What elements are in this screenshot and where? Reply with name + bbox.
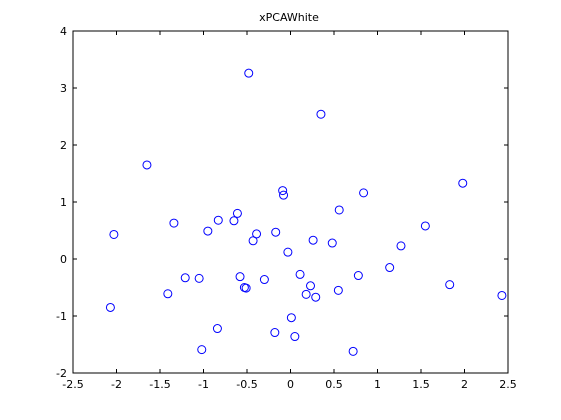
- scatter-point: [248, 236, 258, 246]
- scatter-point: [232, 208, 242, 218]
- chart-title: xPCAWhite: [259, 11, 319, 24]
- scatter-point: [203, 226, 213, 236]
- scatter-point: [353, 271, 363, 281]
- scatter-point: [311, 292, 321, 302]
- scatter-point: [295, 269, 305, 279]
- scatter-point: [212, 324, 222, 334]
- scatter-point: [458, 178, 468, 188]
- x-tick-label: -2: [111, 378, 122, 391]
- scatter-point: [286, 313, 296, 323]
- scatter-point: [334, 205, 344, 215]
- scatter-point: [445, 280, 455, 290]
- x-tick-label: 2.5: [499, 378, 517, 391]
- y-tick-label: -2: [56, 367, 67, 380]
- y-tick-label: 4: [60, 25, 67, 38]
- scatter-point: [359, 188, 369, 198]
- scatter-point: [241, 283, 251, 293]
- x-tick-label: 0.5: [325, 378, 343, 391]
- scatter-point: [197, 345, 207, 355]
- scatter-point: [308, 235, 318, 245]
- scatter-point: [283, 247, 293, 257]
- scatter-point: [163, 289, 173, 299]
- x-tick-label: -1.5: [149, 378, 170, 391]
- scatter-point: [259, 275, 269, 285]
- scatter-point: [105, 302, 115, 312]
- scatter-point: [270, 328, 280, 338]
- scatter-point: [235, 272, 245, 282]
- scatter-point: [271, 227, 281, 237]
- scatter-point: [420, 221, 430, 231]
- scatter-point: [109, 229, 119, 239]
- x-tick-label: -1: [198, 378, 209, 391]
- data-points: [105, 68, 507, 356]
- y-tick-label: 1: [60, 196, 67, 209]
- scatter-point: [385, 263, 395, 273]
- y-tick-label: 3: [60, 82, 67, 95]
- x-tick-label: 1: [374, 378, 381, 391]
- scatter-point: [327, 238, 337, 248]
- scatter-point: [278, 186, 288, 196]
- scatter-point: [348, 346, 358, 356]
- y-tick-label: 0: [60, 253, 67, 266]
- scatter-point: [229, 216, 239, 226]
- x-tick-label: -2.5: [62, 378, 83, 391]
- scatter-point: [244, 68, 254, 78]
- y-tick-label: 2: [60, 139, 67, 152]
- scatter-point: [142, 160, 152, 170]
- scatter-point: [213, 215, 223, 225]
- x-tick-label: 2: [461, 378, 468, 391]
- x-tick-label: 1.5: [412, 378, 430, 391]
- scatter-point: [290, 332, 300, 342]
- y-tick-label: -1: [56, 310, 67, 323]
- scatter-point: [316, 109, 326, 119]
- axis-ticks: [72, 30, 509, 374]
- scatter-point: [333, 285, 343, 295]
- scatter-point: [169, 218, 179, 228]
- scatter-point: [279, 190, 289, 200]
- x-tick-label: -0.5: [236, 378, 257, 391]
- scatter-point: [396, 241, 406, 251]
- scatter-point: [301, 289, 311, 299]
- x-tick-label: 0: [287, 378, 294, 391]
- scatter-point: [497, 290, 507, 300]
- scatter-point: [194, 273, 204, 283]
- scatter-point: [180, 273, 190, 283]
- scatter-point: [306, 281, 316, 291]
